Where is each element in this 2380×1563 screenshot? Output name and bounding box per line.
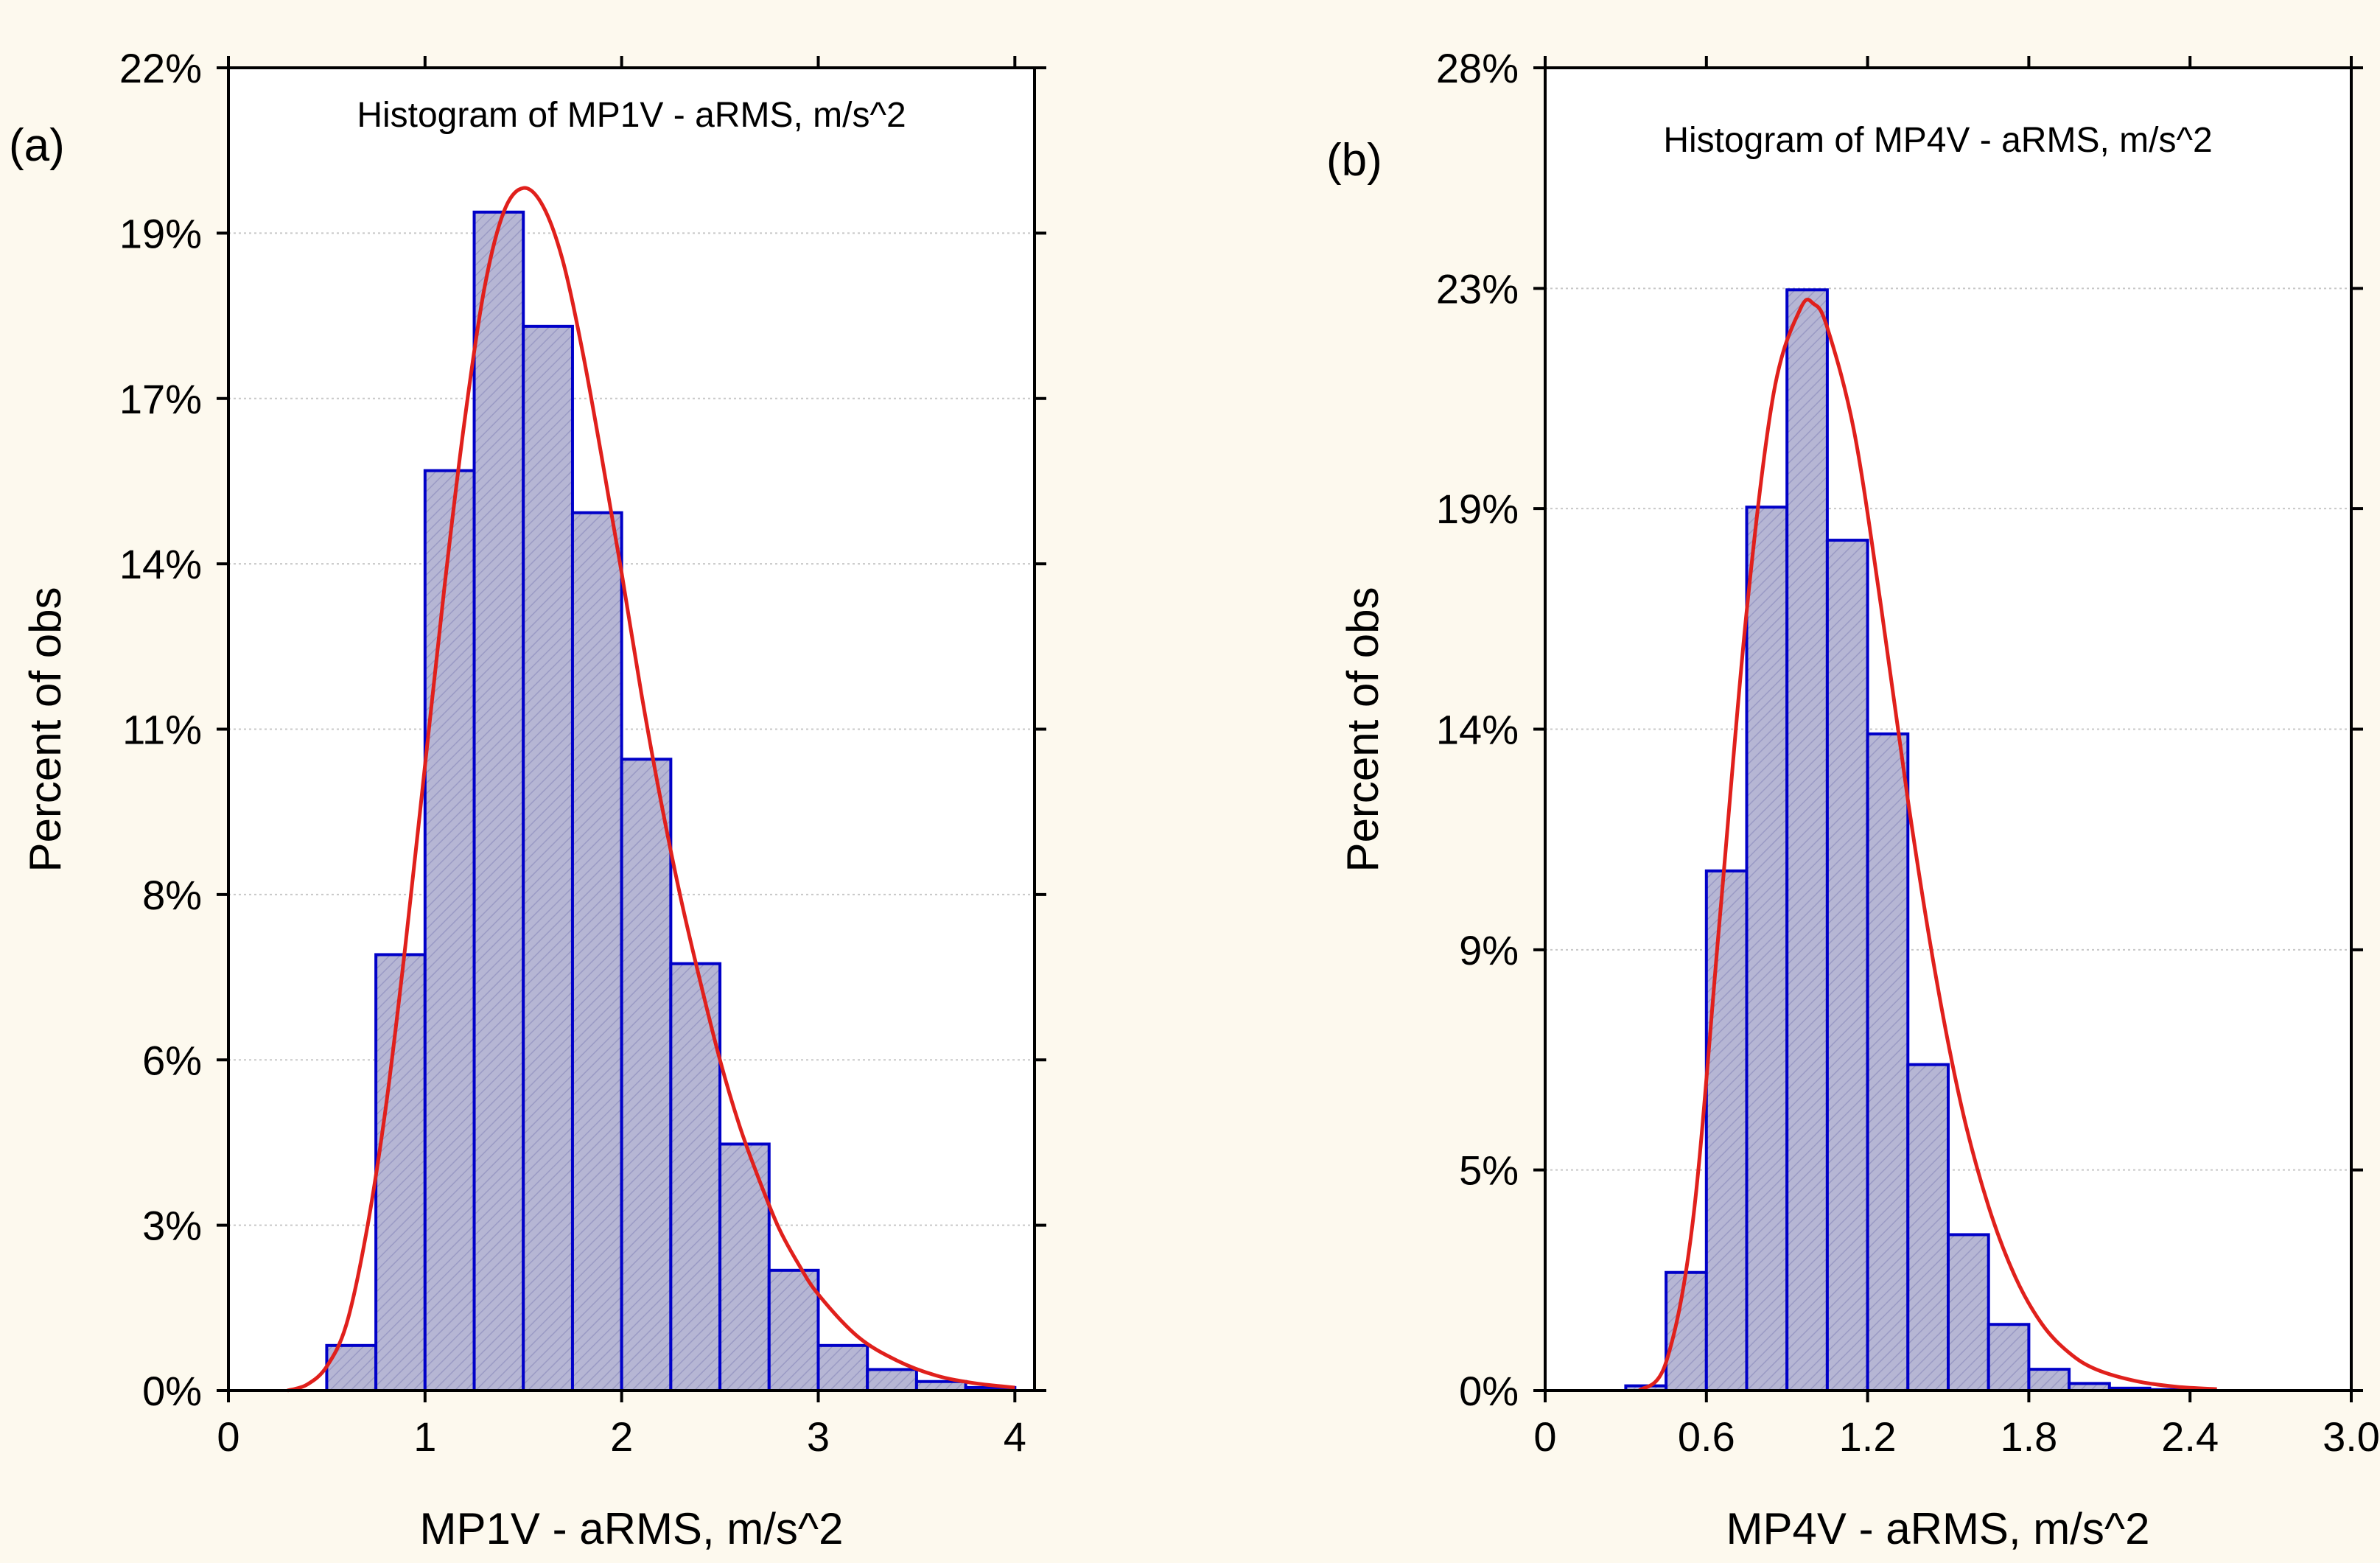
histogram-bar [1906,1063,1950,1393]
histogram-bar [816,1343,869,1392]
y-tick-label: 22% [119,45,202,91]
y-tick-label: 14% [119,541,202,587]
x-axis-label-a: MP1V - aRMS, m/s^2 [420,1504,844,1553]
x-tick-label: 3 [807,1413,830,1460]
histogram-bar [374,953,427,1393]
chart-title-b: Histogram of MP4V - aRMS, m/s^2 [1663,121,2212,160]
x-tick-label: 3.0 [2323,1413,2380,1460]
histogram-bar [718,1142,771,1393]
histogram-bar [1785,288,1829,1392]
histogram-bar [767,1268,820,1393]
histogram-bar [1866,732,1910,1392]
histogram-bar [423,469,476,1393]
histogram-bar [2027,1368,2071,1392]
x-tick-label: 0 [217,1413,239,1460]
fit-curve-b [1637,298,2217,1393]
panel-label-b: (b) [1326,135,1382,186]
y-tick-label: 19% [1436,486,1519,532]
y-axis-label-b: Percent of obs [1338,587,1387,873]
x-tick-label: 1.2 [1839,1413,1897,1460]
x-ticks-b: 0 0.6 1.2 1.8 2.4 3.0 [1533,56,2380,1460]
panel-label-a: (a) [9,120,65,171]
y-tick-label: 14% [1436,707,1519,753]
x-tick-label: 4 [1004,1413,1026,1460]
histogram-bar [866,1368,918,1393]
histogram-bar [1987,1323,2031,1392]
y-tick-label: 17% [119,376,202,422]
y-ticks-a: 0% 3% 6% 8% 11% 14% 17% 19% 22% [119,45,1046,1414]
y-tick-label: 3% [142,1203,202,1249]
histogram-bar [620,758,673,1392]
histogram-bar [1704,869,1749,1392]
histogram-bar [472,210,525,1392]
histogram-bar [570,511,623,1392]
y-tick-label: 5% [1459,1147,1519,1194]
y-tick-label: 0% [142,1368,202,1414]
y-tick-label: 9% [1459,927,1519,973]
fit-curve-a [287,186,1015,1393]
x-axis-label-b: MP4V - aRMS, m/s^2 [1726,1504,2150,1553]
x-tick-label: 2.4 [2161,1413,2219,1460]
y-tick-label: 8% [142,872,202,918]
y-tick-label: 11% [122,707,202,753]
y-tick-label: 28% [1436,45,1519,91]
y-tick-label: 19% [119,210,202,256]
histogram-bar [1825,539,1869,1392]
histogram-panel-b: (b) 0%5%9%14%19%23%28% 0 0.6 1.2 1.8 2.4 3.0 … [1326,45,2380,1553]
histogram-panel-a: (a) 0% 3% 6% 8% 11% 14% 17% 19% 22% 0 1 2 3 4 Histog… [9,45,1046,1553]
histogram-bar [1947,1233,1990,1392]
y-ticks-b: 0% 5% 9% 14% 19% 23% 28% [1436,45,2363,1414]
x-tick-label: 2 [610,1413,633,1460]
x-tick-label: 0.6 [1678,1413,1735,1460]
x-ticks-a: 0 1 2 3 4 [217,56,1026,1460]
chart-title-a: Histogram of MP1V - aRMS, m/s^2 [357,96,906,135]
x-tick-label: 1 [413,1413,436,1460]
x-tick-label: 0 [1533,1413,1556,1460]
y-axis-label-a: Percent of obs [21,587,70,873]
histogram-bar [522,324,574,1392]
y-tick-label: 0% [1459,1368,1519,1414]
y-tick-label: 23% [1436,265,1519,312]
histogram-bar [1665,1270,1708,1393]
histogram-bar [1745,506,1789,1392]
x-tick-label: 1.8 [2000,1413,2057,1460]
y-tick-label: 6% [142,1037,202,1083]
